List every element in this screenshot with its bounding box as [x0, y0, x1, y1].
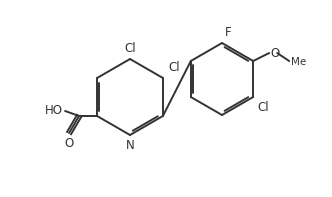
- Text: HO: HO: [45, 103, 63, 116]
- Text: O: O: [64, 137, 74, 150]
- Text: Cl: Cl: [124, 42, 136, 55]
- Text: Me: Me: [291, 57, 306, 67]
- Text: Cl: Cl: [257, 101, 269, 114]
- Text: O: O: [270, 46, 280, 59]
- Text: N: N: [125, 139, 134, 152]
- Text: Cl: Cl: [168, 61, 180, 74]
- Text: F: F: [225, 26, 232, 39]
